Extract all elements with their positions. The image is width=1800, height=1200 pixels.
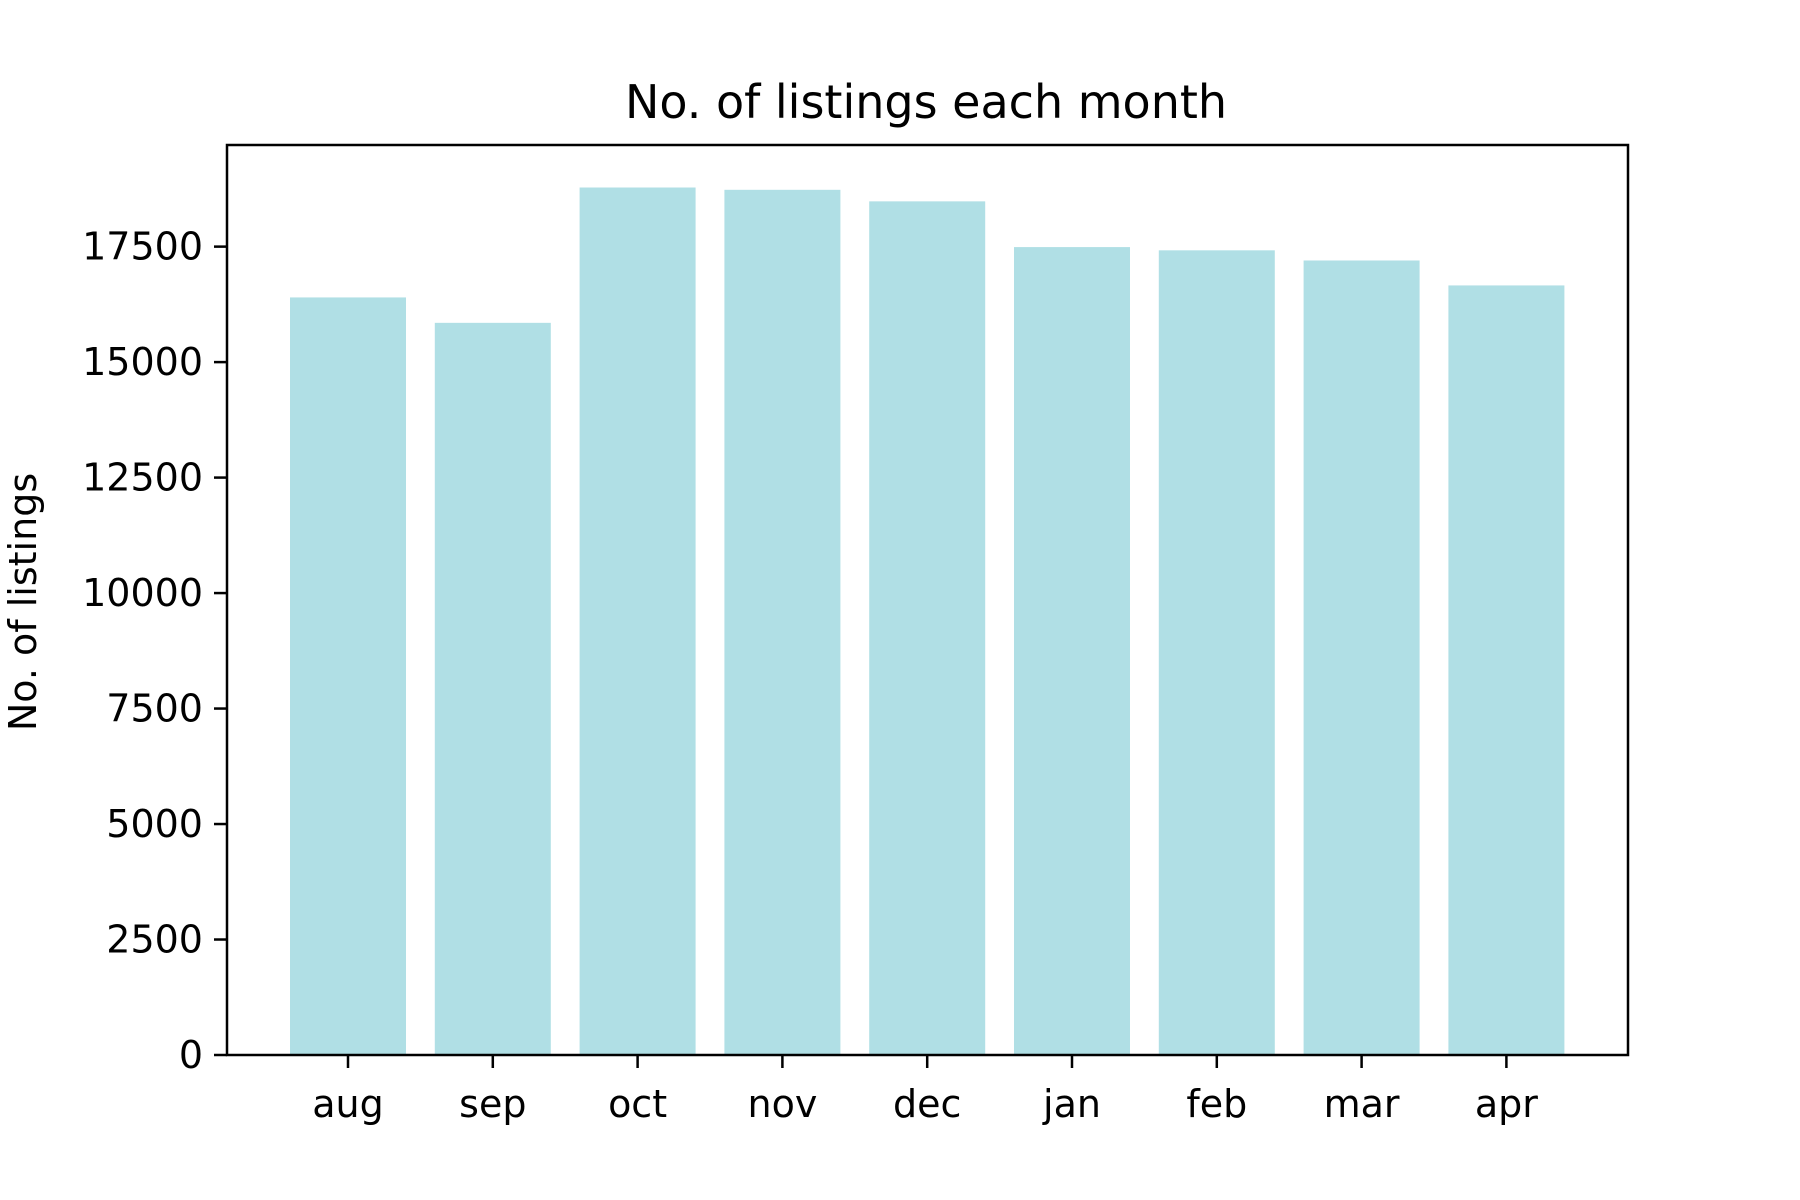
x-tick-label: sep bbox=[459, 1082, 526, 1126]
x-tick-label: oct bbox=[608, 1082, 667, 1126]
bar-sep bbox=[434, 322, 551, 1055]
y-axis: 0 2500 5000 7500 10000 12500 15000 17500 bbox=[82, 225, 227, 1077]
x-axis: aug sep oct nov dec jan feb mar apr bbox=[312, 1055, 1538, 1126]
plot-frame bbox=[225, 143, 1630, 1057]
x-tick-label: feb bbox=[1186, 1082, 1247, 1126]
y-tick-label: 0 bbox=[179, 1033, 203, 1077]
y-tick-label: 2500 bbox=[106, 918, 203, 962]
y-tick-label: 17500 bbox=[82, 225, 203, 269]
y-axis-label: No. of listings bbox=[1, 473, 45, 731]
x-tick-label: apr bbox=[1475, 1082, 1538, 1126]
bar-jan bbox=[1014, 247, 1130, 1055]
bar-dec bbox=[869, 201, 986, 1055]
y-tick-label: 12500 bbox=[82, 456, 203, 500]
y-tick-label: 15000 bbox=[82, 340, 203, 384]
x-tick-label: nov bbox=[747, 1082, 817, 1126]
bar-oct bbox=[579, 187, 696, 1056]
chart-title: No. of listings each month bbox=[625, 75, 1227, 129]
y-tick-label: 5000 bbox=[106, 802, 203, 846]
bars-group bbox=[290, 187, 1565, 1056]
x-tick-label: dec bbox=[893, 1082, 961, 1126]
bar-nov bbox=[724, 189, 841, 1055]
y-tick-label: 7500 bbox=[106, 687, 203, 731]
bar-feb bbox=[1158, 250, 1275, 1055]
bar-aug bbox=[290, 297, 406, 1056]
bar-mar bbox=[1303, 260, 1420, 1055]
bar-apr bbox=[1448, 285, 1565, 1055]
y-tick-label: 10000 bbox=[82, 571, 203, 615]
x-tick-label: aug bbox=[312, 1082, 384, 1126]
x-tick-label: mar bbox=[1324, 1082, 1400, 1126]
x-tick-label: jan bbox=[1042, 1082, 1101, 1126]
